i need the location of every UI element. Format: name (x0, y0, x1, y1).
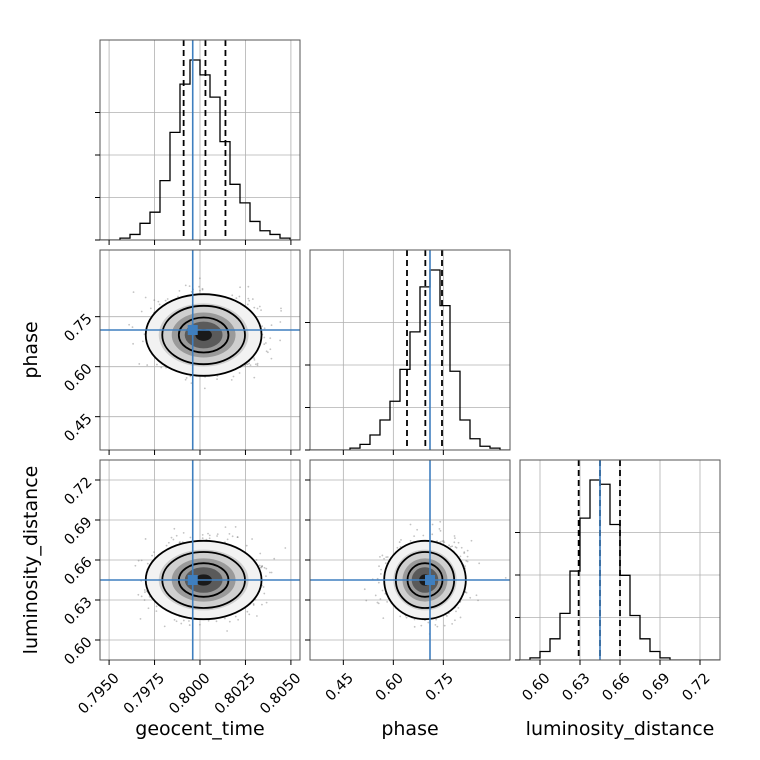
contour-panel-phase-vs-luminosity_distance (305, 459, 511, 665)
contour-panel-geocent_time-vs-phase (95, 249, 301, 455)
ylabel-phase: phase (20, 321, 42, 378)
truth-marker (187, 575, 198, 585)
truth-marker (425, 575, 435, 585)
x-tick-label: 0.63 (559, 670, 593, 704)
y-tick-label: 0.45 (62, 411, 96, 445)
ylabel-luminosity_distance: luminosity_distance (20, 466, 42, 655)
hist-panel-geocent_time (95, 39, 301, 245)
y-tick-label: 0.72 (62, 474, 96, 508)
panel-frame (309, 249, 511, 451)
histogram-phase (310, 269, 510, 450)
x-tick-label: 0.8025 (212, 670, 259, 717)
y-tick-label: 0.60 (62, 634, 96, 668)
x-tick-label: 0.45 (323, 670, 357, 704)
x-tick-label: 0.60 (373, 670, 407, 704)
x-tick-label: 0.66 (599, 670, 633, 704)
x-tick-label: 0.8000 (166, 670, 213, 717)
contour-line (177, 316, 230, 354)
contour-panel-geocent_time-vs-luminosity_distance (95, 459, 301, 665)
y-tick-label: 0.63 (62, 594, 96, 628)
y-tick-label: 0.69 (62, 514, 96, 548)
x-tick-label: 0.8050 (257, 670, 304, 717)
y-tick-label: 0.66 (62, 554, 96, 588)
hist-panel-luminosity_distance (515, 459, 721, 665)
histogram-luminosity_distance (520, 479, 720, 660)
x-tick-label: 0.7950 (76, 670, 123, 717)
x-tick-label: 0.60 (519, 670, 553, 704)
x-tick-label: 0.69 (639, 670, 673, 704)
truth-marker (187, 325, 198, 335)
histogram-geocent_time (100, 59, 300, 240)
xlabel-luminosity_distance: luminosity_distance (526, 718, 715, 740)
x-tick-label: 0.7975 (121, 670, 168, 717)
x-tick-label: 0.72 (679, 670, 713, 704)
y-tick-label: 0.75 (62, 311, 96, 345)
xlabel-geocent_time: geocent_time (135, 718, 264, 740)
y-tick-label: 0.60 (62, 361, 96, 395)
contour-line (144, 293, 263, 377)
xlabel-phase: phase (381, 718, 438, 740)
x-tick-label: 0.75 (423, 670, 457, 704)
contour-line (161, 304, 246, 366)
hist-panel-phase (305, 249, 511, 455)
density-level (195, 329, 212, 341)
